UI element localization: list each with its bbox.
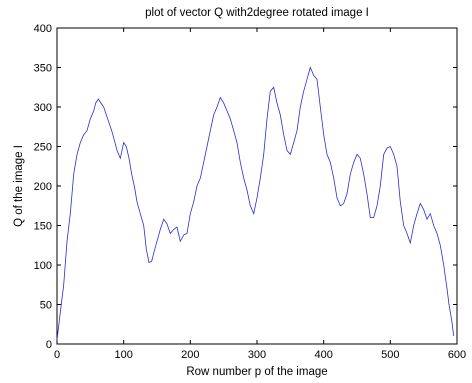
series-line (56, 66, 455, 341)
y-axis-title: Q of the image I (13, 145, 25, 227)
x-tick-label: 600 (448, 349, 466, 361)
ticks: 0 100 200 300 400 500 600 0 50 100 150 200 250 300 350… (34, 23, 467, 361)
x-tick-label: 0 (54, 349, 60, 361)
x-axis-title: Row number p of the image (186, 366, 327, 378)
y-tick-label: 400 (34, 23, 52, 35)
y-tick-label: 300 (34, 102, 52, 114)
plot-area: 0 100 200 300 400 500 600 0 50 100 150 200 250 300 350… (34, 23, 467, 361)
x-tick-label: 300 (248, 349, 266, 361)
y-tick-label: 50 (40, 300, 52, 312)
y-tick-label: 250 (34, 142, 52, 154)
x-tick-label: 400 (314, 349, 332, 361)
y-tick-label: 100 (34, 260, 52, 272)
chart-title: plot of vector Q with2degree rotated ima… (145, 7, 369, 19)
y-tick-label: 0 (46, 339, 52, 351)
x-tick-label: 200 (181, 349, 199, 361)
y-tick-label: 150 (34, 221, 52, 233)
x-tick-label: 500 (381, 349, 399, 361)
y-tick-label: 350 (34, 63, 52, 75)
y-tick-label: 200 (34, 181, 52, 193)
x-tick-label: 100 (114, 349, 132, 361)
